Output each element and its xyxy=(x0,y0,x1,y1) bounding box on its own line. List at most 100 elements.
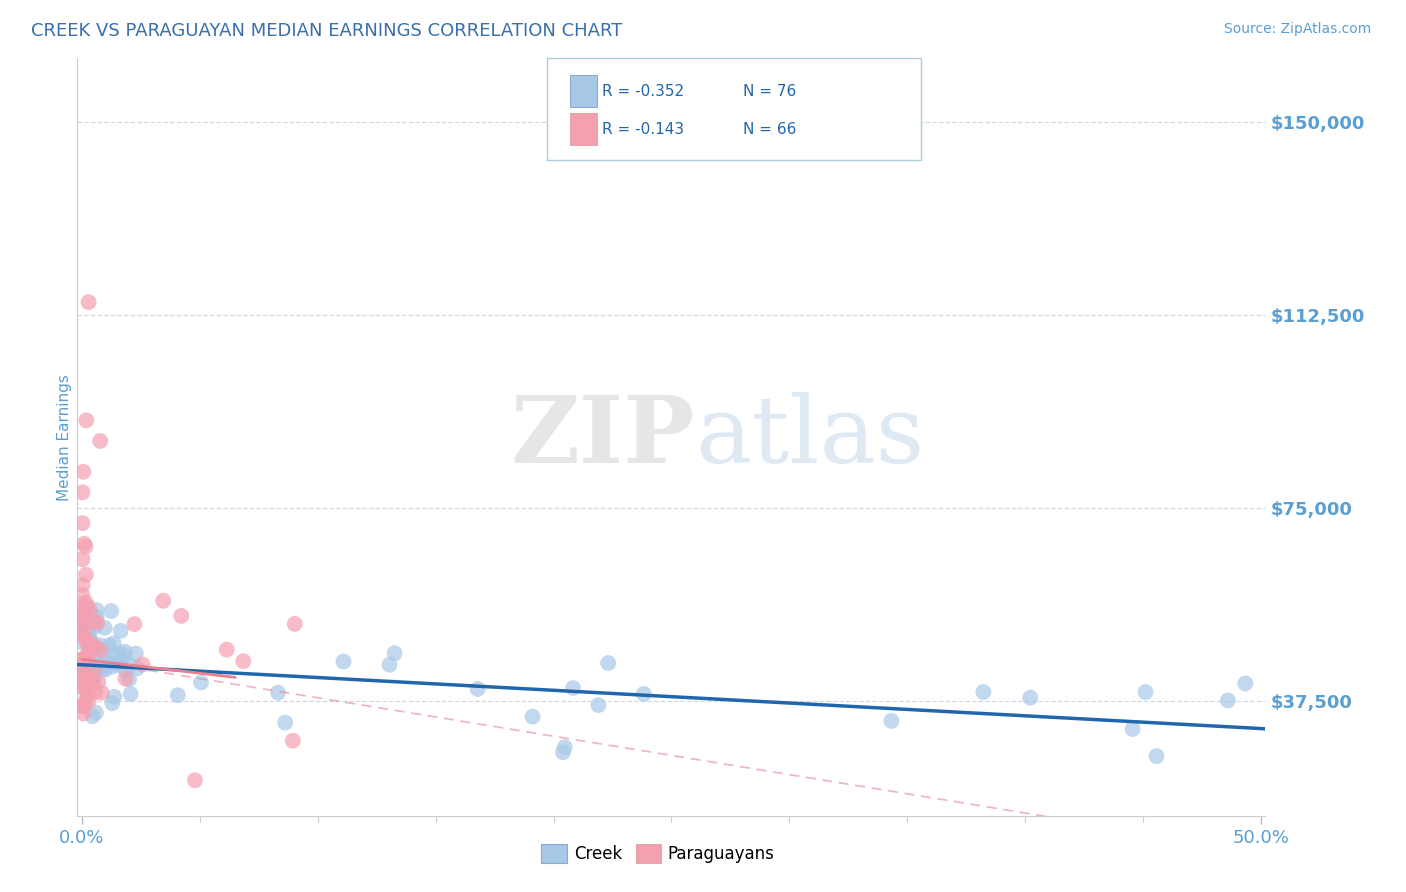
Point xyxy=(83,654,105,668)
Point xyxy=(76,675,98,690)
Point xyxy=(77,647,100,661)
Point xyxy=(73,661,96,675)
Point xyxy=(72,636,94,650)
Point xyxy=(76,649,98,664)
Point xyxy=(75,540,97,554)
Point xyxy=(118,658,141,673)
Text: Source: ZipAtlas.com: Source: ZipAtlas.com xyxy=(1223,22,1371,37)
Point xyxy=(72,465,94,479)
Point xyxy=(108,646,131,660)
Point xyxy=(98,638,121,652)
Point xyxy=(103,690,125,704)
Text: N = 66: N = 66 xyxy=(742,121,796,136)
Point xyxy=(77,632,100,647)
Point xyxy=(77,640,100,654)
Point xyxy=(87,675,110,690)
Point xyxy=(72,651,94,665)
Text: CREEK VS PARAGUAYAN MEDIAN EARNINGS CORRELATION CHART: CREEK VS PARAGUAYAN MEDIAN EARNINGS CORR… xyxy=(31,22,623,40)
Point xyxy=(77,295,100,310)
Point xyxy=(75,595,97,609)
Point xyxy=(86,615,108,630)
Point xyxy=(72,698,94,713)
Point xyxy=(72,670,94,684)
Point xyxy=(103,636,125,650)
Point xyxy=(86,660,108,674)
Text: Creek: Creek xyxy=(574,845,621,863)
Point xyxy=(284,616,307,631)
Point xyxy=(75,670,97,684)
Point xyxy=(972,685,994,699)
Point xyxy=(90,685,112,699)
Point xyxy=(73,669,96,683)
Point xyxy=(274,715,297,730)
Point xyxy=(72,681,94,695)
Point xyxy=(170,608,193,623)
Point xyxy=(72,668,94,682)
Point xyxy=(89,638,111,652)
Point xyxy=(72,485,94,500)
Point xyxy=(82,676,104,690)
Bar xyxy=(571,76,596,107)
Point xyxy=(75,652,97,666)
Point xyxy=(82,614,104,628)
Point xyxy=(77,628,100,642)
Point xyxy=(101,659,124,673)
Point xyxy=(1019,690,1042,705)
Point xyxy=(75,567,97,582)
Point xyxy=(120,687,142,701)
Point xyxy=(1234,676,1257,690)
Point xyxy=(83,640,105,654)
Point xyxy=(89,434,111,448)
Point xyxy=(86,610,108,624)
Point xyxy=(112,649,135,664)
Bar xyxy=(571,113,596,145)
Point xyxy=(72,623,94,637)
Point xyxy=(75,413,97,427)
Point xyxy=(90,643,112,657)
Point xyxy=(77,694,100,708)
Point xyxy=(73,537,96,551)
Point xyxy=(108,658,131,673)
Point xyxy=(77,628,100,642)
Point xyxy=(94,621,117,635)
Point xyxy=(131,657,153,672)
Point xyxy=(114,645,136,659)
Point xyxy=(72,588,94,602)
Point xyxy=(522,709,544,723)
Point xyxy=(72,607,94,621)
Point xyxy=(1122,722,1144,736)
Point xyxy=(86,655,108,669)
Point xyxy=(1216,693,1239,707)
Point xyxy=(73,695,96,709)
Point xyxy=(332,655,354,669)
Point xyxy=(232,654,254,668)
Point xyxy=(100,604,122,618)
Point xyxy=(73,676,96,690)
Text: Paraguayans: Paraguayans xyxy=(668,845,775,863)
Point xyxy=(190,675,212,690)
Point xyxy=(101,648,124,662)
Point xyxy=(97,656,120,670)
Point xyxy=(72,619,94,633)
Point xyxy=(83,640,105,655)
Point xyxy=(281,733,304,747)
Point xyxy=(86,641,108,656)
Point xyxy=(80,637,103,651)
Point xyxy=(83,615,105,629)
Point xyxy=(72,615,94,629)
Point xyxy=(152,594,174,608)
Point xyxy=(73,606,96,620)
Point xyxy=(86,603,108,617)
Point xyxy=(72,661,94,675)
Point xyxy=(554,740,576,755)
Point xyxy=(118,673,141,687)
Point xyxy=(72,578,94,592)
Point xyxy=(91,660,114,674)
Point xyxy=(125,661,148,675)
Point xyxy=(125,647,148,661)
Point xyxy=(79,673,101,688)
Point xyxy=(72,619,94,633)
Point xyxy=(75,681,97,696)
Point xyxy=(562,681,585,695)
Point xyxy=(378,657,401,672)
